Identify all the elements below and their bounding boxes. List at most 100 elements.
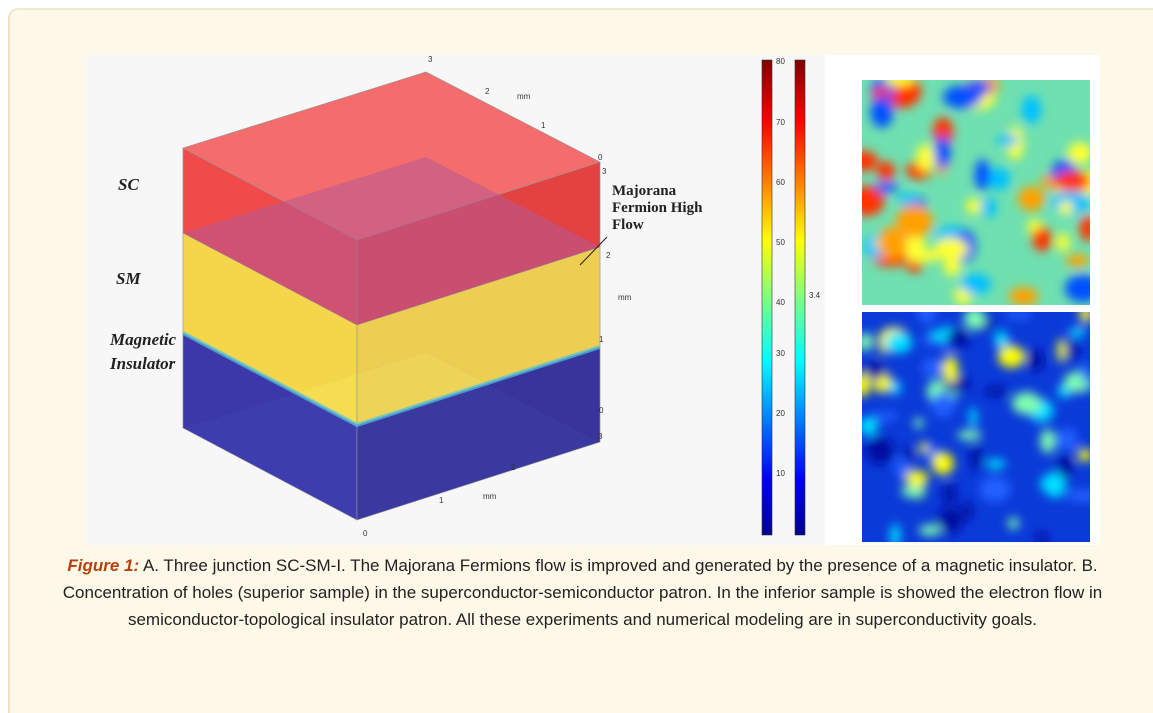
heat-blob: [944, 258, 961, 276]
caption-label: Figure 1:: [67, 556, 139, 575]
colorbar-1: [762, 60, 772, 535]
axis-unit: mm: [618, 293, 631, 302]
heat-blob: [885, 332, 913, 353]
heat-blob: [931, 392, 955, 417]
tick-label: 1: [599, 335, 603, 344]
heat-blob: [872, 412, 898, 421]
tick-label: 1: [439, 496, 443, 505]
heat-blob: [859, 417, 878, 436]
heat-blob: [964, 308, 986, 330]
heat-blob: [857, 333, 873, 351]
heat-blob: [1007, 308, 1015, 320]
heat-blob: [934, 238, 968, 260]
heat-blob: [975, 159, 990, 191]
heat-blob: [962, 502, 973, 520]
heat-blob: [1022, 95, 1042, 123]
axis-unit: mm: [517, 92, 530, 101]
heat-blob: [1040, 474, 1064, 494]
tick-label: 2: [606, 251, 610, 260]
heat-blob: [1078, 449, 1092, 462]
heat-blob: [855, 372, 871, 397]
heat-blob: [1065, 275, 1100, 303]
heat-blob: [960, 273, 991, 294]
box-3d: [183, 72, 607, 520]
heat-blob: [1016, 310, 1030, 320]
heat-blob: [971, 444, 983, 470]
heat-blob: [871, 96, 894, 128]
heat-blob: [849, 151, 877, 172]
heat-blob: [922, 358, 943, 377]
heat-blob: [1080, 303, 1090, 324]
colorbar-tick: 50: [776, 238, 785, 247]
heat-blob: [1032, 227, 1052, 251]
heat-blob: [998, 346, 1025, 368]
heat-blob: [1080, 215, 1096, 241]
heat-blob: [934, 136, 950, 168]
colorbar-tick: 30: [776, 349, 785, 358]
page: Figure 1 {"figure": { "panel_a": { "laye…: [0, 0, 1153, 713]
heat-blob: [923, 335, 934, 347]
colorbar-tick: 3.4: [809, 291, 820, 300]
heat-blob: [1055, 171, 1091, 192]
heat-blob: [981, 198, 996, 217]
heat-blob: [878, 226, 906, 259]
heat-blob: [1027, 349, 1043, 371]
heat-blob: [994, 331, 1008, 348]
tick-label: 2: [485, 87, 489, 96]
heat-blob: [968, 81, 991, 95]
heat-blob: [890, 380, 901, 395]
heat-blob: [1018, 186, 1045, 211]
figure-caption: Figure 1: A. Three junction SC-SM-I. The…: [55, 552, 1110, 633]
tick-label: 1: [541, 121, 545, 130]
heat-blob: [997, 134, 1019, 146]
figure-graphic: [85, 55, 1100, 545]
heat-blob: [877, 161, 895, 180]
heat-blob: [1082, 361, 1091, 385]
heat-blob: [986, 459, 1006, 469]
figure-image: SC SM Magnetic Insulator Majorana Fermio…: [85, 55, 1100, 545]
tick-label: 0: [598, 153, 602, 162]
layer-label: SC: [118, 173, 139, 197]
heat-blob: [916, 144, 934, 172]
heat-blob: [969, 407, 977, 427]
heat-blob: [897, 193, 918, 204]
heat-blob: [1066, 341, 1078, 359]
heat-blob: [938, 508, 963, 533]
tick-label: 3: [598, 432, 602, 441]
heat-blob: [920, 442, 928, 455]
heat-blob: [906, 261, 923, 272]
tick-label: 3: [428, 55, 432, 64]
page-body: SC SM Magnetic Insulator Majorana Fermio…: [0, 0, 1153, 713]
axis-unit: mm: [483, 492, 496, 501]
heat-blob: [1059, 201, 1073, 215]
heatmap-bottom: [855, 301, 1098, 545]
heat-blob: [947, 328, 969, 349]
heat-blob: [1057, 338, 1065, 363]
heat-blob: [885, 74, 914, 86]
tick-label: 3: [602, 167, 606, 176]
heat-blob: [979, 476, 1010, 502]
heat-blob: [957, 430, 981, 440]
heatmap-top: [849, 74, 1100, 305]
heat-blob: [901, 485, 926, 497]
heat-blob: [985, 386, 1008, 396]
heat-blob: [919, 525, 941, 536]
layer-label: Magnetic Insulator: [110, 328, 200, 376]
colorbar-tick: 10: [776, 469, 785, 478]
heat-blob: [1068, 142, 1092, 164]
heat-blob: [1040, 429, 1055, 453]
heat-blob: [943, 356, 958, 382]
colorbar-tick: 60: [776, 178, 785, 187]
heat-blob: [1056, 233, 1069, 252]
heat-blob: [903, 448, 914, 462]
caption-text: A. Three junction SC-SM-I. The Majorana …: [63, 556, 1102, 629]
heat-blob: [1057, 428, 1077, 451]
tick-label: 2: [511, 463, 515, 472]
heat-blob: [866, 437, 894, 464]
heat-blob: [943, 482, 955, 506]
tick-label: 0: [363, 529, 367, 538]
heat-blob: [1069, 328, 1085, 338]
tick-label: 0: [599, 406, 603, 415]
heat-blob: [1008, 517, 1018, 529]
heat-blob: [1066, 255, 1090, 267]
